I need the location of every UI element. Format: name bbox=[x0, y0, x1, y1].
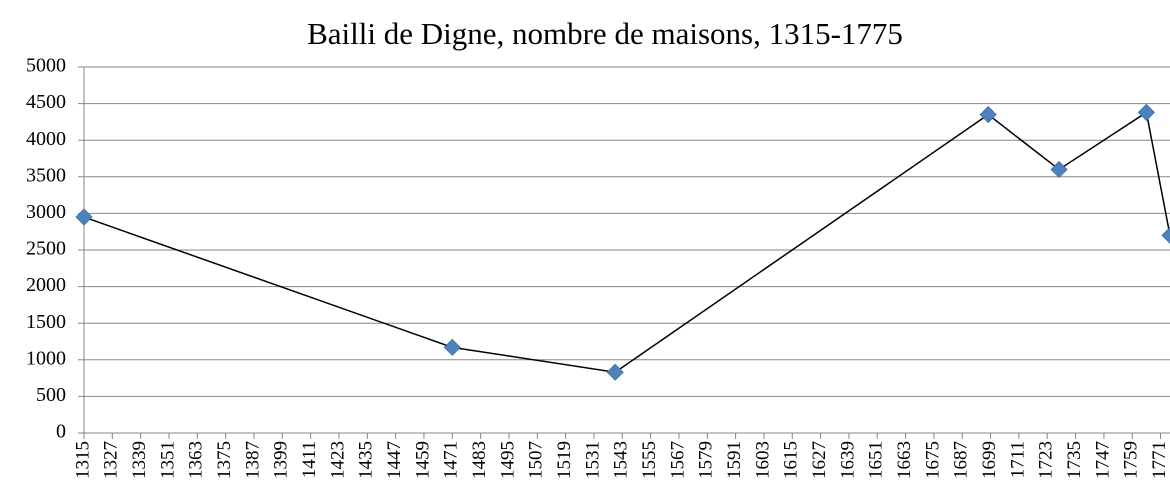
x-tick-label: 1723 bbox=[1036, 441, 1057, 479]
data-point bbox=[443, 338, 461, 356]
x-tick-label: 1663 bbox=[894, 441, 915, 479]
x-tick-label: 1711 bbox=[1007, 441, 1028, 478]
y-tick-label: 2000 bbox=[26, 274, 66, 296]
x-tick-label: 1483 bbox=[469, 441, 490, 479]
data-point bbox=[75, 208, 93, 226]
y-tick-label: 0 bbox=[56, 421, 66, 443]
data-point bbox=[606, 363, 624, 381]
y-tick-label: 4000 bbox=[26, 128, 66, 150]
x-tick-label: 1519 bbox=[554, 441, 575, 479]
x-tick-label: 1471 bbox=[441, 441, 462, 479]
x-tick-label: 1603 bbox=[752, 441, 773, 479]
x-tick-label: 1651 bbox=[866, 441, 887, 479]
y-tick-label: 4500 bbox=[26, 91, 66, 113]
x-tick-label: 1627 bbox=[809, 441, 830, 479]
x-tick-label: 1531 bbox=[582, 441, 603, 479]
x-tick-label: 1327 bbox=[101, 441, 122, 479]
x-tick-label: 1699 bbox=[979, 441, 1000, 479]
x-tick-label: 1591 bbox=[724, 441, 745, 479]
y-tick-label: 5000 bbox=[26, 55, 66, 77]
x-tick-label: 1339 bbox=[129, 441, 150, 479]
x-tick-label: 1411 bbox=[299, 441, 320, 478]
x-tick-label: 1543 bbox=[611, 441, 632, 479]
y-tick-label: 2500 bbox=[26, 238, 66, 260]
y-tick-label: 1500 bbox=[26, 311, 66, 333]
x-tick-label: 1387 bbox=[242, 441, 263, 479]
x-tick-label: 1399 bbox=[271, 441, 292, 479]
x-tick-label: 1687 bbox=[951, 441, 972, 479]
y-tick-label: 1000 bbox=[26, 347, 66, 369]
x-tick-label: 1675 bbox=[922, 441, 943, 479]
x-tick-label: 1423 bbox=[327, 441, 348, 479]
chart-title: Bailli de Digne, nombre de maisons, 1315… bbox=[307, 16, 903, 51]
x-tick-label: 1579 bbox=[696, 441, 717, 479]
x-tick-label: 1639 bbox=[837, 441, 858, 479]
x-tick-label: 1507 bbox=[526, 441, 547, 479]
x-tick-label: 1495 bbox=[497, 441, 518, 479]
x-tick-label: 1315 bbox=[72, 441, 93, 479]
x-tick-label: 1759 bbox=[1121, 441, 1142, 479]
y-tick-label: 3000 bbox=[26, 201, 66, 223]
x-tick-label: 1567 bbox=[667, 441, 688, 479]
x-tick-label: 1555 bbox=[639, 441, 660, 479]
data-line bbox=[83, 111, 1170, 374]
x-tick-label: 1363 bbox=[186, 441, 207, 479]
data-point bbox=[1137, 103, 1155, 121]
y-tick-label: 500 bbox=[36, 384, 66, 406]
x-tick-label: 1351 bbox=[157, 441, 178, 479]
x-tick-label: 1735 bbox=[1064, 441, 1085, 479]
data-point bbox=[979, 106, 997, 124]
data-point bbox=[1050, 160, 1068, 179]
x-tick-label: 1771 bbox=[1149, 441, 1170, 479]
x-tick-label: 1747 bbox=[1092, 441, 1113, 479]
x-tick-label: 1459 bbox=[412, 441, 433, 479]
x-tick-label: 1615 bbox=[781, 441, 802, 479]
x-tick-label: 1435 bbox=[356, 441, 377, 479]
x-tick-label: 1375 bbox=[214, 441, 235, 479]
x-tick-label: 1447 bbox=[384, 441, 405, 479]
data-point bbox=[1161, 226, 1170, 244]
y-tick-label: 3500 bbox=[26, 164, 66, 186]
